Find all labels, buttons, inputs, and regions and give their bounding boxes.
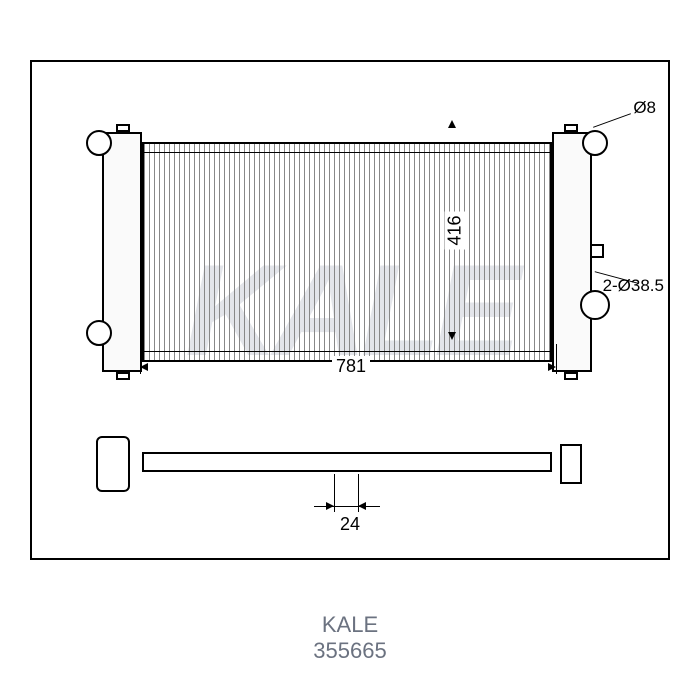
left-tank <box>102 132 142 372</box>
radiator-core <box>142 142 552 362</box>
side-view <box>102 432 592 512</box>
callout-pipe-spec: 2-Ø38.5 <box>603 276 664 296</box>
mount-bottom-right <box>564 372 578 380</box>
mount-top-right <box>564 124 578 132</box>
mount-bottom-left <box>116 372 130 380</box>
arrow-icon <box>548 363 556 371</box>
technical-drawing: 416 781 Ø8 2-Ø38.5 24 <box>32 62 668 558</box>
dim-width-label: 781 <box>332 356 370 377</box>
mount-top-left <box>116 124 130 132</box>
side-port-left <box>96 436 130 492</box>
port-top-right <box>582 130 608 156</box>
arrow-icon <box>448 120 456 128</box>
arrow-icon <box>326 502 334 510</box>
dim-height-label: 416 <box>445 211 466 249</box>
callout-outlet-diameter: Ø8 <box>633 98 656 118</box>
ext-line <box>556 344 557 374</box>
dim-line-thickness <box>314 506 380 507</box>
dim-thickness-label: 24 <box>336 514 364 535</box>
caption-part-number: 355665 <box>313 638 386 664</box>
front-view <box>102 112 592 392</box>
arrow-icon <box>448 332 456 340</box>
right-tank <box>552 132 592 372</box>
side-profile <box>142 452 552 472</box>
arrow-icon <box>358 502 366 510</box>
drawing-frame: KALE 416 <box>30 60 670 560</box>
port-top-left <box>86 130 112 156</box>
dim-line-height <box>32 62 33 282</box>
leader-line <box>593 113 631 128</box>
port-bottom-left <box>86 320 112 346</box>
caption-brand: KALE <box>322 612 378 638</box>
side-port-right <box>560 444 582 484</box>
arrow-icon <box>140 363 148 371</box>
core-inner <box>144 152 550 352</box>
side-fitting <box>590 244 604 258</box>
